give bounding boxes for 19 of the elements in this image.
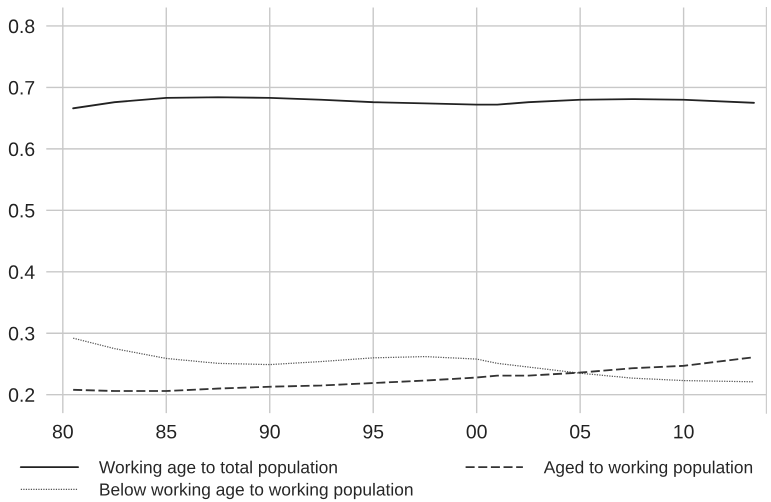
y-tick-label: 0.6 xyxy=(8,142,34,156)
x-tick-label: 90 xyxy=(260,424,280,439)
line-series xyxy=(72,338,755,382)
legend-label: Below working age to working population xyxy=(100,482,412,500)
y-tick-label: 0.8 xyxy=(8,19,34,34)
y-tick-label: 0.5 xyxy=(8,204,34,218)
x-tick-label: 05 xyxy=(570,424,590,439)
x-tick-label: 95 xyxy=(363,424,384,439)
x-tick-label: 10 xyxy=(674,424,694,439)
y-tick-label: 0.7 xyxy=(8,80,34,95)
legend-label: Working age to total population xyxy=(99,460,337,477)
line-series xyxy=(72,96,755,110)
legend-label: Aged to working population xyxy=(544,460,752,477)
x-tick-label: 00 xyxy=(466,424,487,439)
y-tick-label: 0.4 xyxy=(8,265,35,280)
x-tick-label: 80 xyxy=(52,424,73,439)
y-tick-label: 0.3 xyxy=(8,326,34,340)
x-tick-label: 85 xyxy=(156,424,176,439)
y-tick-label: 0.2 xyxy=(8,388,34,402)
